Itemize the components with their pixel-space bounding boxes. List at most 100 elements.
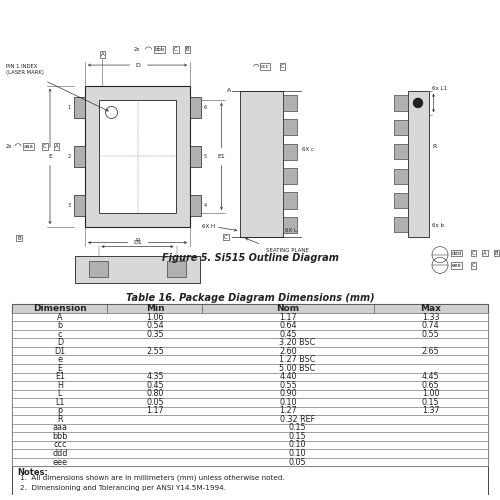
Bar bbox=[12, 381, 488, 390]
Bar bbox=[12, 415, 488, 424]
Bar bbox=[190, 194, 201, 216]
Text: Max: Max bbox=[420, 304, 441, 313]
Text: 0.15: 0.15 bbox=[288, 424, 306, 432]
Text: 0.05: 0.05 bbox=[146, 398, 164, 407]
Bar bbox=[282, 217, 296, 233]
Text: 4.35: 4.35 bbox=[146, 372, 164, 382]
Bar bbox=[190, 146, 201, 167]
Text: 4.45: 4.45 bbox=[422, 372, 440, 382]
Bar bbox=[85, 86, 190, 227]
Text: ddd: ddd bbox=[52, 449, 68, 458]
Text: C: C bbox=[280, 64, 284, 69]
Text: 0.15: 0.15 bbox=[288, 432, 306, 441]
Bar bbox=[12, 347, 488, 356]
Bar bbox=[282, 120, 296, 136]
Bar bbox=[12, 390, 488, 398]
Text: 2: 2 bbox=[68, 154, 71, 159]
Text: ddd: ddd bbox=[452, 250, 462, 256]
Text: ccc: ccc bbox=[53, 440, 66, 450]
Bar bbox=[12, 304, 488, 466]
Bar bbox=[408, 91, 428, 237]
Text: SEATING PLANE: SEATING PLANE bbox=[266, 248, 309, 253]
Bar bbox=[74, 97, 85, 118]
Text: c: c bbox=[58, 330, 62, 338]
Text: Figure 5. Si515 Outline Diagram: Figure 5. Si515 Outline Diagram bbox=[162, 253, 338, 263]
Text: H: H bbox=[57, 381, 63, 390]
Text: E: E bbox=[58, 364, 62, 373]
Text: bbb: bbb bbox=[52, 432, 68, 441]
Text: B: B bbox=[17, 236, 21, 240]
Text: 0.54: 0.54 bbox=[146, 321, 164, 330]
Text: 6x L1: 6x L1 bbox=[432, 86, 448, 91]
Text: eee: eee bbox=[452, 263, 462, 268]
Text: A: A bbox=[54, 144, 58, 149]
Text: Notes:: Notes: bbox=[17, 468, 48, 477]
Text: C: C bbox=[174, 47, 178, 52]
Text: 0.55: 0.55 bbox=[422, 330, 440, 338]
Bar bbox=[282, 144, 296, 160]
Bar bbox=[12, 372, 488, 381]
Text: 6x b: 6x b bbox=[432, 224, 444, 228]
Bar bbox=[12, 440, 488, 450]
Text: 0.32 REF: 0.32 REF bbox=[280, 415, 315, 424]
Text: B: B bbox=[186, 47, 190, 52]
Bar bbox=[99, 100, 176, 213]
Text: A: A bbox=[483, 250, 487, 256]
Text: Min: Min bbox=[146, 304, 165, 313]
Text: 4: 4 bbox=[204, 203, 207, 208]
Bar bbox=[394, 168, 407, 184]
Text: 6: 6 bbox=[204, 105, 207, 110]
Text: 1.17: 1.17 bbox=[279, 312, 297, 322]
Text: 0.10: 0.10 bbox=[289, 440, 306, 450]
Text: 0.35: 0.35 bbox=[146, 330, 164, 338]
Bar bbox=[75, 256, 200, 283]
Text: ccc: ccc bbox=[261, 64, 270, 69]
Bar bbox=[394, 120, 407, 135]
Text: C: C bbox=[472, 263, 476, 268]
Bar bbox=[12, 406, 488, 415]
Bar bbox=[394, 193, 407, 208]
Text: 0.45: 0.45 bbox=[279, 330, 297, 338]
Bar bbox=[282, 95, 296, 111]
Text: aaa: aaa bbox=[52, 424, 68, 432]
Text: 1.37: 1.37 bbox=[422, 406, 440, 416]
Bar bbox=[12, 466, 488, 495]
Text: aaa: aaa bbox=[24, 144, 34, 149]
Text: 1.27: 1.27 bbox=[279, 406, 297, 416]
Text: D1: D1 bbox=[54, 346, 66, 356]
Text: D1: D1 bbox=[133, 240, 142, 245]
Circle shape bbox=[414, 98, 422, 108]
Bar bbox=[12, 313, 488, 322]
Text: 1.17: 1.17 bbox=[146, 406, 164, 416]
Text: 6X H: 6X H bbox=[202, 224, 215, 230]
Text: E1: E1 bbox=[55, 372, 65, 382]
Bar bbox=[12, 356, 488, 364]
Text: 6X c: 6X c bbox=[302, 147, 314, 152]
Text: 0.74: 0.74 bbox=[422, 321, 440, 330]
Bar bbox=[12, 424, 488, 432]
Text: 2.65: 2.65 bbox=[422, 346, 440, 356]
Text: 1.00: 1.00 bbox=[422, 390, 440, 398]
Bar bbox=[282, 192, 296, 208]
Text: 2.  Dimensioning and Tolerancing per ANSI Y14.5M-1994.: 2. Dimensioning and Tolerancing per ANSI… bbox=[20, 485, 226, 491]
Text: 0.90: 0.90 bbox=[279, 390, 297, 398]
Bar bbox=[240, 91, 282, 237]
Text: 0.05: 0.05 bbox=[288, 458, 306, 466]
Bar bbox=[12, 398, 488, 406]
Text: E: E bbox=[48, 154, 52, 159]
Text: 1: 1 bbox=[68, 105, 71, 110]
Bar bbox=[394, 96, 407, 110]
Text: bbb: bbb bbox=[154, 47, 164, 52]
Text: 2.55: 2.55 bbox=[146, 346, 164, 356]
Bar bbox=[12, 364, 488, 372]
Bar bbox=[74, 146, 85, 167]
Text: 1.27 BSC: 1.27 BSC bbox=[280, 356, 316, 364]
Bar bbox=[74, 194, 85, 216]
Text: 4.40: 4.40 bbox=[280, 372, 297, 382]
Text: E1: E1 bbox=[218, 154, 226, 159]
Text: Dimension: Dimension bbox=[33, 304, 87, 313]
Text: 1.33: 1.33 bbox=[422, 312, 440, 322]
Bar bbox=[12, 330, 488, 338]
Bar bbox=[12, 432, 488, 440]
Text: p: p bbox=[136, 236, 140, 242]
